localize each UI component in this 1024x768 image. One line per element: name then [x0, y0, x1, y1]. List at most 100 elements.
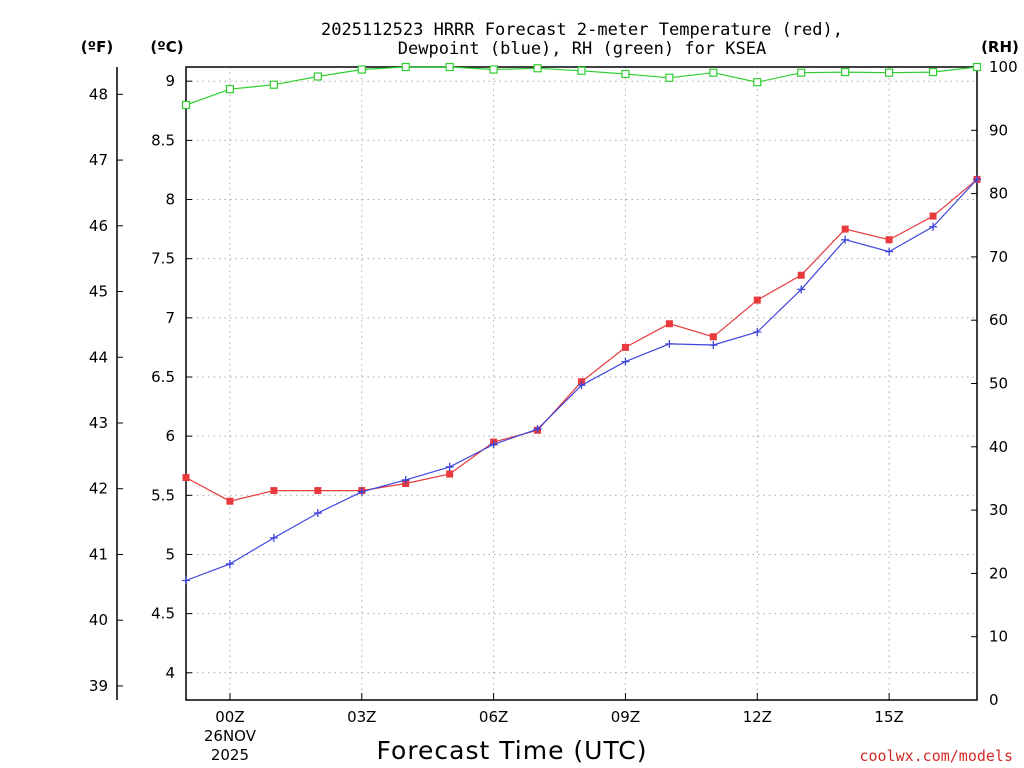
temperature-point — [314, 487, 322, 495]
fahrenheit-tick-label: 46 — [89, 217, 108, 235]
dewpoint-point — [182, 576, 190, 585]
rh-tick-label: 0 — [989, 691, 999, 709]
fahrenheit-tick-label: 42 — [89, 480, 108, 498]
rh-unit-label: (RH) — [981, 38, 1019, 56]
fahrenheit-tick-label: 45 — [89, 283, 108, 301]
celsius-axis: 4 4.5 5 5.5 6 6.5 7 7.5 8 8.5 9 — [151, 72, 192, 682]
rh-tick-label: 90 — [989, 121, 1008, 139]
time-tick-label: 12Z — [743, 708, 772, 726]
rh-point — [665, 73, 674, 82]
dewpoint-point — [885, 247, 894, 256]
date-label: 26NOV — [204, 727, 257, 745]
dewpoint-point — [753, 328, 762, 337]
rh-point — [885, 68, 894, 77]
dewpoint-point — [929, 222, 938, 231]
rh-point — [225, 85, 235, 94]
rh-point — [445, 62, 454, 72]
dewpoint-point — [709, 341, 718, 350]
series-temperature — [182, 175, 981, 505]
rh-axis: 0 10 20 30 40 50 60 70 80 90 100 — [971, 58, 1018, 709]
dewpoint-point — [401, 475, 410, 484]
celsius-tick-label: 4.5 — [151, 605, 175, 623]
rh-tick-label: 60 — [989, 311, 1008, 329]
temperature-line — [185, 178, 978, 502]
temperature-point — [797, 271, 805, 279]
temperature-point — [182, 474, 190, 482]
rh-tick-label: 40 — [989, 438, 1008, 456]
dewpoint-point — [313, 509, 322, 518]
dewpoint-point — [577, 381, 586, 390]
temperature-point — [709, 333, 717, 341]
celsius-tick-label: 5 — [165, 545, 175, 563]
rh-tick-label: 20 — [989, 564, 1008, 582]
rh-point — [489, 65, 498, 74]
dewpoint-point — [665, 339, 674, 348]
rh-point — [401, 62, 410, 72]
rh-tick-label: 70 — [989, 248, 1008, 266]
rh-tick-label: 50 — [989, 375, 1008, 393]
celsius-tick-label: 9 — [165, 72, 175, 90]
temperature-point — [753, 296, 761, 304]
time-tick-label: 15Z — [874, 708, 903, 726]
rh-tick-label: 10 — [989, 628, 1008, 646]
celsius-tick-label: 8.5 — [151, 131, 175, 149]
celsius-unit-label: (ºC) — [150, 38, 183, 56]
rh-point — [181, 100, 191, 110]
dewpoint-point — [357, 487, 366, 496]
temperature-point — [841, 225, 849, 233]
fahrenheit-tick-label: 40 — [89, 611, 108, 629]
fahrenheit-tick-label: 39 — [89, 677, 108, 695]
fahrenheit-unit-label: (ºF) — [81, 38, 113, 56]
rh-tick-label: 80 — [989, 185, 1008, 203]
rh-point — [797, 68, 806, 77]
temperature-point — [929, 212, 937, 220]
dewpoint-point — [797, 285, 806, 294]
time-tick-label: 00Z — [215, 708, 244, 726]
temperature-point — [270, 487, 278, 495]
rh-point — [928, 67, 938, 77]
rh-point — [533, 64, 542, 73]
temperature-point — [226, 497, 234, 505]
fahrenheit-tick-label: 43 — [89, 414, 108, 432]
rh-tick-label: 30 — [989, 501, 1008, 519]
rh-point — [577, 66, 586, 75]
time-tick-label: 09Z — [611, 708, 640, 726]
date-label: 2025 — [211, 746, 249, 764]
series-dewpoint — [182, 175, 981, 585]
rh-point — [841, 67, 850, 77]
fahrenheit-tick-label: 47 — [89, 151, 108, 169]
temperature-point — [446, 470, 454, 478]
fahrenheit-tick-label: 48 — [89, 85, 108, 103]
grid-lines — [186, 67, 977, 700]
dewpoint-point — [489, 440, 498, 449]
celsius-tick-label: 8 — [165, 191, 175, 209]
x-axis-label: Forecast Time (UTC) — [377, 736, 648, 765]
temperature-point — [885, 236, 893, 244]
time-tick-label: 06Z — [479, 708, 508, 726]
series-rh — [181, 62, 982, 110]
chart-title-line2: Dewpoint (blue), RH (green) for KSEA — [398, 39, 766, 59]
celsius-tick-label: 4 — [165, 664, 175, 682]
dewpoint-point — [225, 559, 234, 568]
dewpoint-point — [445, 462, 454, 471]
data-series — [181, 62, 982, 585]
rh-point — [709, 68, 718, 77]
temperature-point — [665, 320, 673, 328]
rh-point — [269, 80, 278, 89]
rh-tick-label: 100 — [989, 58, 1018, 76]
celsius-tick-label: 7.5 — [151, 250, 175, 268]
rh-point — [753, 78, 762, 87]
time-tick-label: 03Z — [347, 708, 376, 726]
credit-link[interactable]: coolwx.com/models — [859, 747, 1013, 765]
dewpoint-point — [533, 425, 542, 434]
dewpoint-point — [973, 175, 981, 184]
dewpoint-point — [621, 357, 630, 366]
fahrenheit-tick-label: 41 — [89, 545, 108, 563]
rh-point — [357, 65, 366, 74]
fahrenheit-axis: 39 40 41 42 43 44 45 46 47 48 — [89, 85, 123, 695]
chart-title-line1: 2025112523 HRRR Forecast 2-meter Tempera… — [321, 20, 843, 40]
rh-point — [313, 72, 322, 81]
celsius-tick-label: 6 — [165, 427, 175, 445]
fahrenheit-tick-label: 44 — [89, 348, 108, 366]
